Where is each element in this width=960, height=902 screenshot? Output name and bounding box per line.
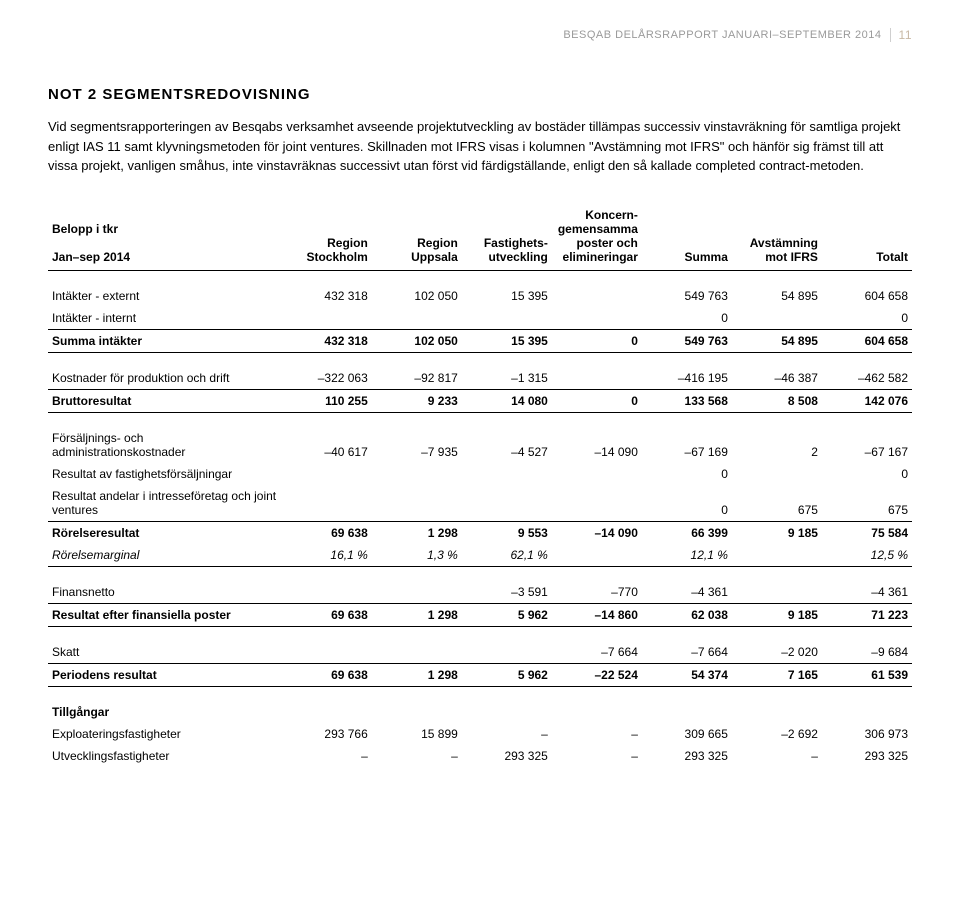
table-row: Försäljnings- och administrationskostnad…	[48, 412, 912, 463]
table-row: Finansnetto –3 591–770–4 361–4 361	[48, 566, 912, 603]
segment-table: Belopp i tkr Jan–sep 2014 RegionStockhol…	[48, 204, 912, 767]
table-row: Tillgångar	[48, 686, 912, 723]
table-row: Intäkter - internt 00	[48, 307, 912, 330]
table-row: Resultat av fastighetsförsäljningar 00	[48, 463, 912, 485]
th-top-left: Belopp i tkr Jan–sep 2014	[48, 204, 282, 271]
table-row: Periodens resultat 69 6381 2985 962–22 5…	[48, 663, 912, 686]
note-title: NOT 2 SEGMENTSREDOVISNING	[48, 86, 912, 103]
table-row: Rörelsemarginal 16,1 %1,3 %62,1 %12,1 %1…	[48, 544, 912, 567]
table-row: Resultat efter finansiella poster 69 638…	[48, 603, 912, 626]
table-row: Summa intäkter 432 318102 05015 3950549 …	[48, 329, 912, 352]
table-row: Kostnader för produktion och drift –322 …	[48, 352, 912, 389]
th-col-2: RegionUppsala	[372, 204, 462, 271]
note-intro: Vid segmentsrapporteringen av Besqabs ve…	[48, 117, 912, 176]
table-row: Resultat andelar i intresseföretag och j…	[48, 485, 912, 522]
th-col-6: Avstämningmot IFRS	[732, 204, 822, 271]
table-row: Rörelseresultat 69 6381 2989 553–14 0906…	[48, 521, 912, 544]
header-text: BESQAB DELÅRSRAPPORT JANUARI–SEPTEMBER 2…	[563, 29, 881, 41]
th-col-3: Fastighets-utveckling	[462, 204, 552, 271]
th-col-7: Totalt	[822, 204, 912, 271]
table-row: Skatt –7 664–7 664–2 020–9 684	[48, 626, 912, 663]
table-row: Intäkter - externt 432 318102 05015 3955…	[48, 270, 912, 307]
table-row: Exploateringsfastigheter 293 76615 899––…	[48, 723, 912, 745]
th-col-4: Koncern-gemensammaposter ochelimineringa…	[552, 204, 642, 271]
th-col-1: RegionStockholm	[282, 204, 372, 271]
header-page-number: 11	[899, 28, 912, 42]
table-row: Bruttoresultat 110 2559 23314 0800133 56…	[48, 389, 912, 412]
table-row: Utvecklingsfastigheter ––293 325–293 325…	[48, 745, 912, 767]
header-divider	[890, 28, 891, 42]
page-header: BESQAB DELÅRSRAPPORT JANUARI–SEPTEMBER 2…	[48, 28, 912, 42]
th-col-5: Summa	[642, 204, 732, 271]
